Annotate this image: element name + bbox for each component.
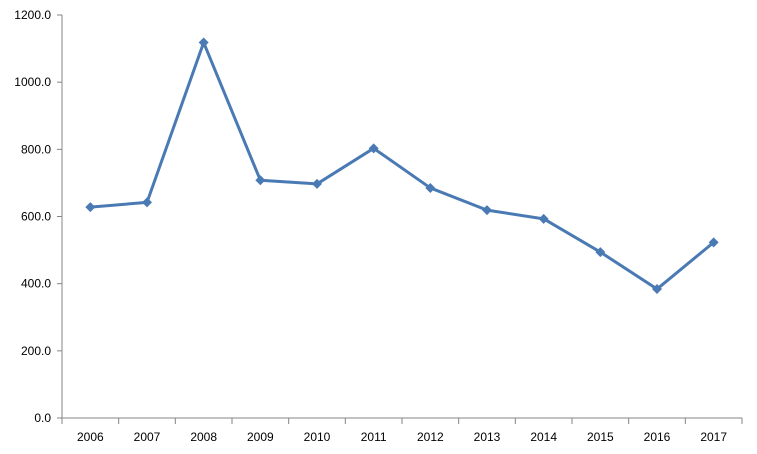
x-tick-label: 2014 [530, 430, 557, 444]
x-axis: 2006 2007 2008 2009 2010 2011 2012 2013 2014 2015… [61, 417, 743, 444]
x-tick-label: 2015 [587, 430, 614, 444]
y-tick-label: 1000.0 [14, 75, 51, 89]
y-tick-label: 800.0 [21, 142, 51, 156]
x-tick-label: 2012 [417, 430, 444, 444]
data-point-2008 [198, 37, 209, 48]
data-point-2013 [482, 205, 492, 216]
y-tick-label: 400.0 [21, 277, 51, 291]
x-tick-label: 2007 [134, 430, 161, 444]
data-point-2009 [255, 175, 266, 186]
data-point-2006 [85, 202, 96, 213]
data-point-2016 [652, 284, 662, 295]
y-axis: 0.0 200.0 400.0 600.0 800.0 1000.0 1200.0 [14, 8, 63, 425]
y-tick-label: 1200.0 [14, 8, 51, 22]
data-point-2015 [595, 247, 606, 258]
series-line [90, 41, 715, 291]
data-point-2011 [368, 143, 379, 154]
y-tick-label: 200.0 [21, 344, 51, 358]
series-group [85, 37, 719, 295]
x-tick-label: 2017 [700, 430, 727, 444]
x-tick-label: 2013 [474, 430, 501, 444]
y-tick-label: 600.0 [21, 210, 51, 224]
x-tick-label: 2008 [190, 430, 217, 444]
data-point-2010 [312, 178, 322, 189]
x-tick-label: 2010 [304, 430, 331, 444]
x-tick-label: 2009 [247, 430, 274, 444]
x-tick-label: 2006 [77, 430, 104, 444]
data-point-2014 [538, 213, 549, 224]
data-point-2017 [708, 237, 719, 248]
x-tick-label: 2011 [361, 430, 387, 444]
x-tick-label: 2016 [644, 430, 671, 444]
data-point-2007 [142, 197, 152, 208]
data-point-2012 [425, 182, 436, 193]
y-tick-label: 0.0 [34, 411, 51, 425]
